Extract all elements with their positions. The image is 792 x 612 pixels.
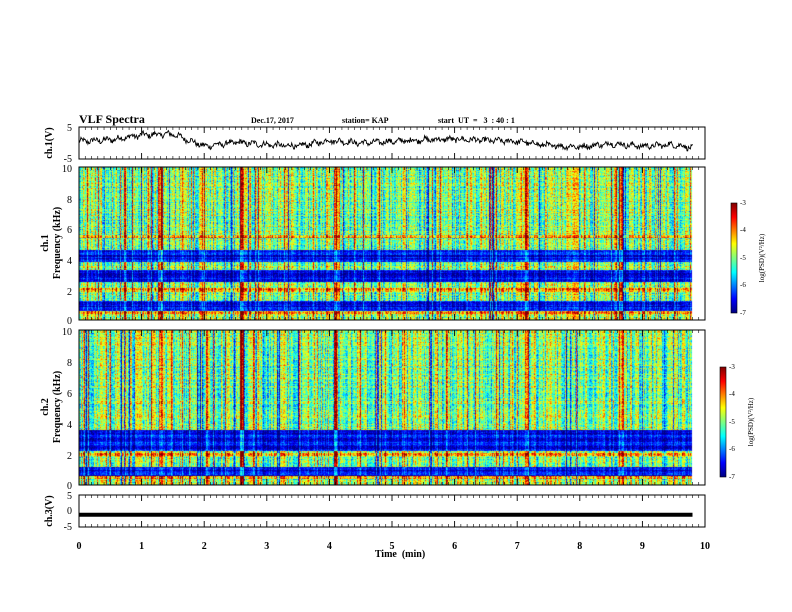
ch2-cb-tick-m4: -4 xyxy=(729,390,735,398)
ch2-spectrogram-ylabel-line2: Frequency (kHz) xyxy=(52,371,63,443)
ch1-spec-ytick-4: 4 xyxy=(67,256,72,267)
ch1-spec-ytick-6: 6 xyxy=(67,225,72,236)
ch1-colorbar: -3 -4 -5 -6 -7 log(PSD)(V²/Hz) xyxy=(730,199,766,317)
ch2-cb-tick-m5: -5 xyxy=(729,418,735,426)
figure-station: station= KAP xyxy=(342,116,389,125)
ch2-spectrogram-canvas xyxy=(79,330,705,485)
ch1-colorbar-ramp xyxy=(730,202,738,314)
ch2-spectrogram-panel: 0 2 4 6 8 10 ch.2 Frequency (kHz) xyxy=(40,327,706,492)
figure-start-time: start UT = 3 : 40 : 1 xyxy=(438,116,515,125)
ch1-spectrogram-ylabel-line2: Frequency (kHz) xyxy=(52,207,63,279)
ch2-spec-ytick-10: 10 xyxy=(62,327,72,338)
ch2-colorbar-label: log(PSD)(V²/Hz) xyxy=(747,397,755,446)
ch1-spec-ytick-2: 2 xyxy=(67,287,72,298)
time-tick-label-4: 4 xyxy=(327,541,332,552)
ch3-waveform-ylabel: ch.3(V) xyxy=(44,495,55,526)
ch1-cb-tick-m6: -6 xyxy=(740,281,746,289)
ch1-spec-ytick-0: 0 xyxy=(67,316,72,327)
ch1-ytick-top: 5 xyxy=(67,123,72,134)
figure-date: Dec.17, 2017 xyxy=(251,116,294,125)
time-tick-label-7: 7 xyxy=(515,541,520,552)
ch2-spec-ytick-4: 4 xyxy=(67,420,72,431)
ch2-spec-ytick-2: 2 xyxy=(67,451,72,462)
time-tick-label-2: 2 xyxy=(202,541,207,552)
ch2-spectrogram-ylabel-line1: ch.2 xyxy=(40,398,51,416)
ch2-cb-tick-m7: -7 xyxy=(729,473,735,481)
ch2-colorbar-ramp xyxy=(719,366,727,478)
ch3-ytick-top: 5 xyxy=(67,491,72,502)
ch1-waveform-line xyxy=(78,129,693,152)
ch1-spectrogram-canvas xyxy=(79,167,705,320)
ch1-cb-tick-m5: -5 xyxy=(740,254,746,262)
ch2-colorbar: -3 -4 -5 -6 -7 log(PSD)(V²/Hz) xyxy=(719,363,755,481)
ch2-spectrogram-yticks: 0 2 4 6 8 10 xyxy=(62,327,72,492)
time-tick-label-10: 10 xyxy=(700,541,710,552)
time-tick-label-9: 9 xyxy=(640,541,645,552)
ch1-waveform-ylabel: ch.1(V) xyxy=(44,127,55,158)
ch2-cb-tick-m6: -6 xyxy=(729,445,735,453)
time-axis-title: Time (min) xyxy=(375,549,425,560)
ch1-spectrogram-image xyxy=(79,167,705,320)
time-tick-label-1: 1 xyxy=(139,541,144,552)
ch1-spec-ytick-10: 10 xyxy=(62,164,72,175)
time-tick-label-5: 5 xyxy=(390,541,395,552)
ch3-waveform-panel: 5 0 -5 ch.3(V) xyxy=(44,491,706,533)
ch1-spectrogram-ylabel-line1: ch.1 xyxy=(40,234,51,252)
ch2-spec-ytick-0: 0 xyxy=(67,481,72,492)
ch2-spec-ytick-6: 6 xyxy=(67,389,72,400)
ch1-spectrogram-panel: 0 2 4 6 8 10 ch.1 Frequency (kHz) xyxy=(40,164,706,327)
time-tick-label-3: 3 xyxy=(264,541,269,552)
ch2-spectrogram-image xyxy=(79,330,705,485)
ch2-spec-ytick-8: 8 xyxy=(67,358,72,369)
ch1-waveform-panel: 5 -5 ch.1(V) xyxy=(44,123,706,165)
ch1-colorbar-label: log(PSD)(V²/Hz) xyxy=(758,233,766,282)
ch1-ytick-bottom: -5 xyxy=(64,154,72,165)
ch1-cb-tick-m7: -7 xyxy=(740,309,746,317)
time-ticks xyxy=(78,127,706,527)
time-tick-label-6: 6 xyxy=(452,541,457,552)
ch1-spectrogram-yticks: 0 2 4 6 8 10 xyxy=(62,164,72,327)
ch1-cb-tick-m3: -3 xyxy=(740,199,746,207)
time-tick-label-0: 0 xyxy=(77,541,82,552)
ch1-cb-tick-m4: -4 xyxy=(740,226,746,234)
time-tick-label-8: 8 xyxy=(577,541,582,552)
ch2-cb-tick-m3: -3 xyxy=(729,363,735,371)
time-axis-labels: 0 1 2 3 4 5 6 7 8 9 10 xyxy=(77,541,711,552)
ch3-ytick-mid: 0 xyxy=(67,506,72,517)
ch3-ytick-bottom: -5 xyxy=(64,522,72,533)
ch1-spec-ytick-8: 8 xyxy=(67,195,72,206)
figure-title: VLF Spectra xyxy=(79,112,145,126)
